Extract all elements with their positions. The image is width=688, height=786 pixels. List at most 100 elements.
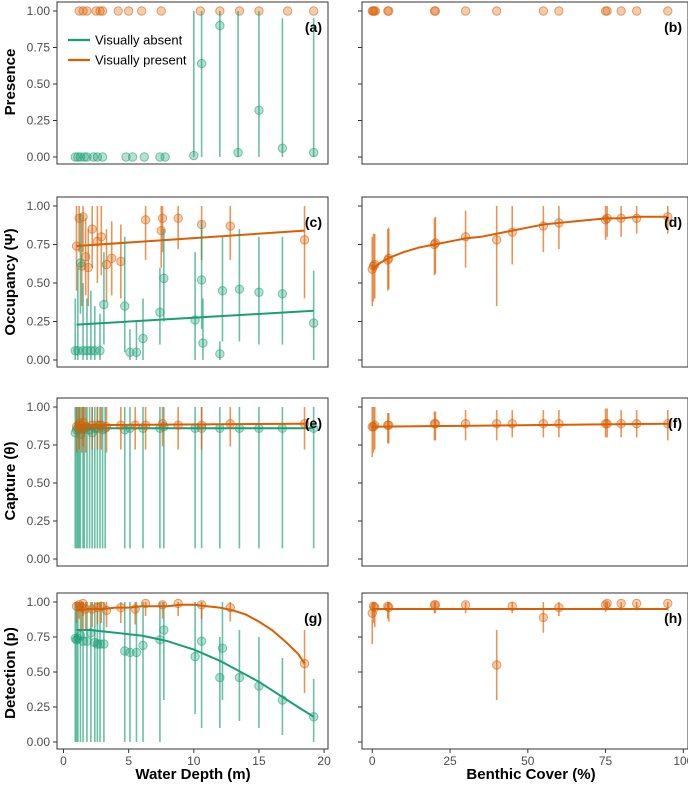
panel-a-visually-absent-point (73, 152, 83, 162)
panel-f-frame (361, 397, 688, 567)
panel-h-x-tick-label: 50 (521, 754, 535, 768)
panel-a-label: (a) (305, 19, 322, 35)
panel-c-visually-present-point (157, 213, 168, 224)
panel-c-y-tick-label: 0.50 (27, 276, 51, 290)
panel-g-x-tick-label: 0 (60, 754, 67, 768)
panel-h-visually-present-point (491, 660, 502, 670)
panel-g-visually-absent-point (196, 636, 207, 646)
panel-c-visually-present-point (107, 253, 117, 264)
panel-b: (b) (358, 1, 688, 165)
panel-g-visually-absent-point (131, 647, 142, 658)
panel-b-visually-present-point (616, 6, 626, 16)
panel-a-visually-absent-point (82, 152, 92, 162)
panel-c-visually-absent-point (125, 347, 135, 357)
panel-a-visually-absent-point (92, 152, 103, 162)
panel-h-label: (h) (664, 610, 682, 626)
panel-g-x-tick-label: 5 (125, 754, 132, 768)
panel-c-label: (c) (305, 214, 322, 230)
panel-c-visually-absent-point (99, 299, 109, 310)
panel-h-x-tick-label: 100 (673, 754, 688, 768)
panel-h-frame (361, 592, 688, 750)
panel-g-visually-absent-point (92, 639, 103, 649)
panel-a-y-tick-label: 0.00 (27, 150, 51, 164)
panel-c-y-tick-label: 0.25 (27, 315, 51, 329)
panel-h-visually-present-point (554, 602, 564, 613)
panel-b-visually-present-point (554, 6, 564, 16)
panel-a-y-tick-label: 0.50 (27, 77, 51, 91)
panel-h-x-tick-label: 25 (443, 754, 457, 768)
panel-a-visually-absent-point (121, 152, 131, 162)
panel-c-visually-absent-point (159, 273, 169, 284)
panel-c-visually-absent-point (75, 258, 86, 268)
panel-c-visually-absent-point (90, 346, 100, 356)
panel-a-visually-present-point (95, 6, 105, 16)
panel-c-frame (56, 196, 329, 368)
panel-c-visually-present-point (87, 224, 97, 234)
panel-c-visually-present-point (96, 232, 106, 242)
legend-label-present: Visually present (95, 53, 187, 68)
panel-a-visually-absent-point (97, 152, 108, 162)
panel-h-visually-present-point (631, 598, 642, 609)
panel-e-y-tick-label: 0.25 (27, 514, 51, 528)
panel-c-visually-absent-point (131, 347, 142, 357)
panel-c-visually-present-point (173, 213, 183, 224)
legend: Visually absent Visually present (68, 33, 187, 68)
panel-b-frame (361, 1, 688, 165)
panel-g-y-tick-label: 0.75 (27, 630, 51, 644)
panel-b-visually-present-point (663, 6, 673, 16)
panel-h-visually-present-point (616, 598, 626, 609)
panel-g-visually-present-point (157, 600, 168, 610)
x-title-water-depth: Water Depth (m) (135, 766, 250, 783)
panel-c-visually-absent-point (198, 338, 208, 348)
panel-c-visually-present-point (80, 252, 91, 262)
panel-h-visually-present-point (663, 598, 673, 609)
panel-d-label: (d) (664, 214, 682, 230)
panel-e-y-tick-label: 0.75 (27, 438, 51, 452)
panel-c-visually-absent-point (254, 287, 264, 297)
panel-e-label: (e) (305, 415, 322, 431)
panel-h-x-tick-label: 0 (369, 754, 376, 768)
panel-g-visually-absent-trend-line (76, 629, 315, 718)
panel-c-visually-absent-point (155, 307, 165, 317)
panel-e-visually-present-point (101, 422, 112, 432)
panel-f-visually-present-point (538, 419, 549, 429)
panel-g-frame (56, 592, 329, 750)
panel-g-visually-absent-point (99, 639, 109, 649)
panel-a-visually-present-point (308, 6, 319, 16)
panel-a-y-tick-label: 1.00 (27, 4, 51, 18)
panel-a-frame (56, 1, 329, 165)
panel-a-visually-absent-point (277, 143, 288, 153)
panel-g-visually-present-trend-line (76, 603, 306, 665)
panel-h-x-tick-label: 75 (599, 754, 613, 768)
panel-c-visually-absent-point (95, 346, 105, 356)
row-title-capture: Capture (θ) (2, 442, 19, 521)
panel-g-visually-absent-point (190, 651, 200, 662)
panel-a-visually-absent-point (308, 147, 319, 158)
panel-g: 0.00 0.25 0.50 0.75 1.00 0 5 10 15 20 (g) (27, 592, 331, 768)
panel-g-y-tick-label: 0.25 (27, 700, 51, 714)
panel-c-visually-absent-point (120, 301, 130, 311)
panel-h: 0 25 50 75 100 (h) (358, 592, 688, 768)
panel-e-y-tick-label: 0.00 (27, 552, 51, 566)
panel-e-visually-present-trend-line (76, 422, 305, 427)
panel-g-visually-absent-point (73, 633, 83, 644)
panel-a-visually-absent-point (139, 152, 149, 162)
panel-c-visually-present-point (83, 262, 93, 273)
panel-g-visually-absent-point (125, 647, 135, 658)
panel-a-visually-absent-point (160, 152, 170, 162)
panel-a-y-tick-label: 0.25 (27, 114, 51, 128)
panel-b-visually-present-point (370, 6, 381, 16)
panel-g-y-tick-label: 0.50 (27, 665, 51, 679)
panel-a-visually-present-point (282, 6, 293, 16)
panel-a-visually-absent-point (189, 150, 199, 161)
panel-h-visually-present-point (538, 612, 549, 623)
panel-h-visually-present-point (460, 600, 471, 610)
panel-e-y-tick-label: 1.00 (27, 400, 51, 414)
panel-a-visually-absent-point (196, 58, 207, 69)
panel-g-visually-absent-point (138, 640, 148, 651)
panel-g-visually-absent-point (82, 636, 92, 646)
panel-b-visually-present-point (538, 6, 549, 16)
panel-g-label: (g) (304, 610, 322, 626)
panel-a-visually-absent-point (215, 20, 225, 31)
panel-a-visually-absent-point (70, 152, 80, 162)
